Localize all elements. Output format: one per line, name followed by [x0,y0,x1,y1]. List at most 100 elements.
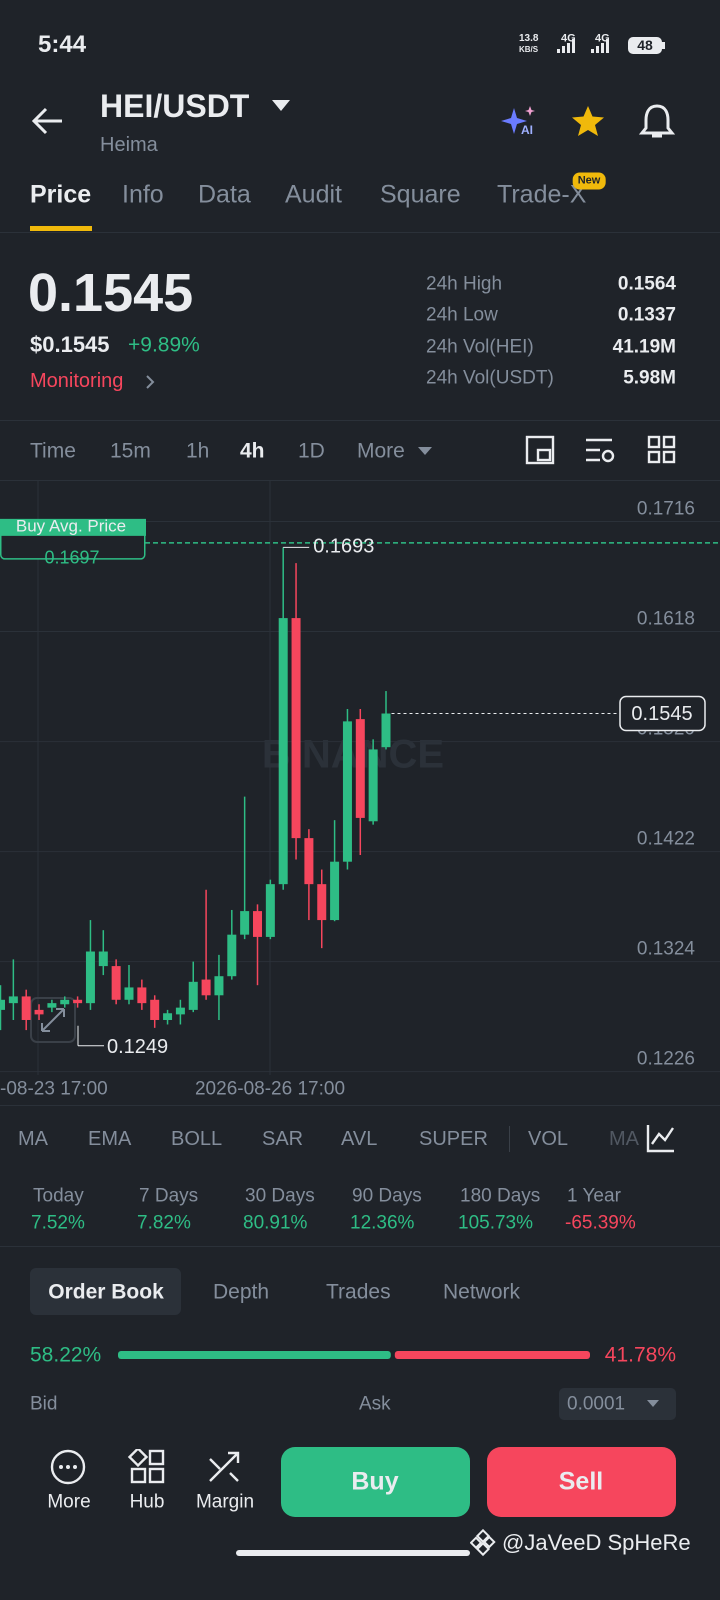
candle-body [124,987,134,1000]
candle-body [253,911,262,937]
stat-value: 5.98M [623,367,676,389]
indicator[interactable]: BOLL [171,1128,223,1150]
indicator[interactable]: MA [609,1128,639,1150]
interval[interactable]: 1D [298,439,325,463]
period-label: 90 Days [352,1185,422,1207]
divider [0,232,720,233]
pair-title[interactable]: HEI/USDT [100,88,250,124]
interval[interactable]: 15m [110,439,151,463]
candle-body [175,1007,185,1015]
indicator[interactable]: EMA [88,1128,132,1150]
y-tick-label: 0.1324 [637,939,696,960]
pair-dropdown[interactable] [271,99,291,113]
candle-body [47,1003,57,1008]
stat-label: 24h Vol(HEI) [426,336,534,358]
status-time: 5:44 [38,31,87,58]
dropdown-arrow [647,1400,659,1407]
orderbook-tab[interactable]: Network [443,1280,521,1304]
candle-body [227,934,237,977]
favorite-button[interactable] [570,104,606,138]
ai-button[interactable] [500,104,540,140]
tab[interactable]: Square [380,180,461,209]
expand-button[interactable] [30,997,76,1043]
interval[interactable]: Time [30,439,76,463]
period-change: 7.52% [31,1212,85,1234]
separator [509,1126,510,1152]
y-tick-label: 0.1618 [637,609,695,630]
sell-button[interactable] [487,1447,676,1517]
interval[interactable]: More [357,439,405,463]
period-change: -65.39% [565,1212,636,1234]
indicator[interactable]: AVL [341,1128,378,1150]
battery-level: 48 [637,37,653,53]
stat-value: 0.1564 [617,273,676,295]
divider [0,480,720,481]
tab[interactable]: Trade-X [497,180,587,209]
candle-body [163,1013,173,1020]
tab[interactable]: Audit [285,180,342,209]
period-change: 80.91% [243,1212,308,1234]
monitoring-link[interactable]: Monitoring [30,370,124,392]
orderbook-tab[interactable]: Order Book [48,1280,164,1304]
indicator[interactable]: SUPER [419,1128,488,1150]
stat-label: 24h Vol(USDT) [426,367,554,389]
buy-button[interactable] [281,1447,470,1517]
orderbook-tab[interactable]: Depth [213,1280,270,1304]
indicator[interactable]: MA [18,1128,48,1150]
stat-label: 24h High [426,273,503,295]
indicator[interactable]: VOL [528,1128,569,1150]
interval[interactable]: 1h [186,439,210,463]
indicator[interactable]: SAR [262,1128,304,1150]
candle-body [111,966,121,1000]
last-price: 0.1545 [28,263,194,323]
buy-avg-value: 0.1697 [44,548,99,568]
pair-name: Heima [100,134,158,156]
tab-indicator [30,226,92,231]
last-price: 0.1545 [631,703,692,725]
period-label: Today [33,1185,84,1207]
candle-body [188,981,198,1010]
back-button[interactable] [30,105,66,137]
candle-body [291,618,301,839]
ask-header: Ask [359,1393,391,1415]
ask-ratio-bar [394,1351,590,1359]
nav-item[interactable]: Margin [195,1491,255,1513]
network: 4G [561,32,576,45]
candle-body [0,999,5,1010]
chart-watermark: BINANCE [262,733,444,777]
period-change: 12.36% [350,1212,415,1234]
candle-body [278,618,288,885]
candle-body [201,979,211,996]
nav-item[interactable]: More [47,1491,91,1513]
candlestick-chart: BINANCE 0.17160.16180.15200.14220.13240.… [0,480,720,1075]
candle-body [150,999,160,1020]
period-label: 1 Year [567,1185,621,1207]
candle-body [34,1009,44,1015]
alert-button[interactable] [638,102,676,142]
chevron [146,375,155,389]
indicator-settings[interactable] [645,1122,677,1154]
tab[interactable]: Price [30,180,92,209]
watermark: @JaVeeD SpHeRe [502,1530,691,1555]
watermark-logo [470,1529,496,1557]
new-badge: New [572,172,606,190]
candle-body [98,951,108,967]
candle-body [317,884,327,921]
nav-item[interactable]: Hub [129,1491,165,1513]
candle-body [214,976,224,996]
candle-body [368,749,378,822]
interval[interactable]: 4h [240,439,265,463]
y-tick-label: 0.1716 [637,499,695,520]
divider [0,1105,720,1106]
precision-select[interactable] [559,1388,676,1420]
tab[interactable]: Info [122,180,164,209]
bid-ratio: 58.22% [30,1343,102,1367]
buy-avg-header [0,518,146,536]
tab[interactable]: Data [198,180,251,209]
candle-body [342,721,352,862]
chart-tools[interactable] [524,434,684,468]
period-change: 7.82% [137,1212,191,1234]
orderbook-tab[interactable]: Trades [326,1280,391,1304]
buy-avg-label: Buy Avg. Price [16,516,126,535]
